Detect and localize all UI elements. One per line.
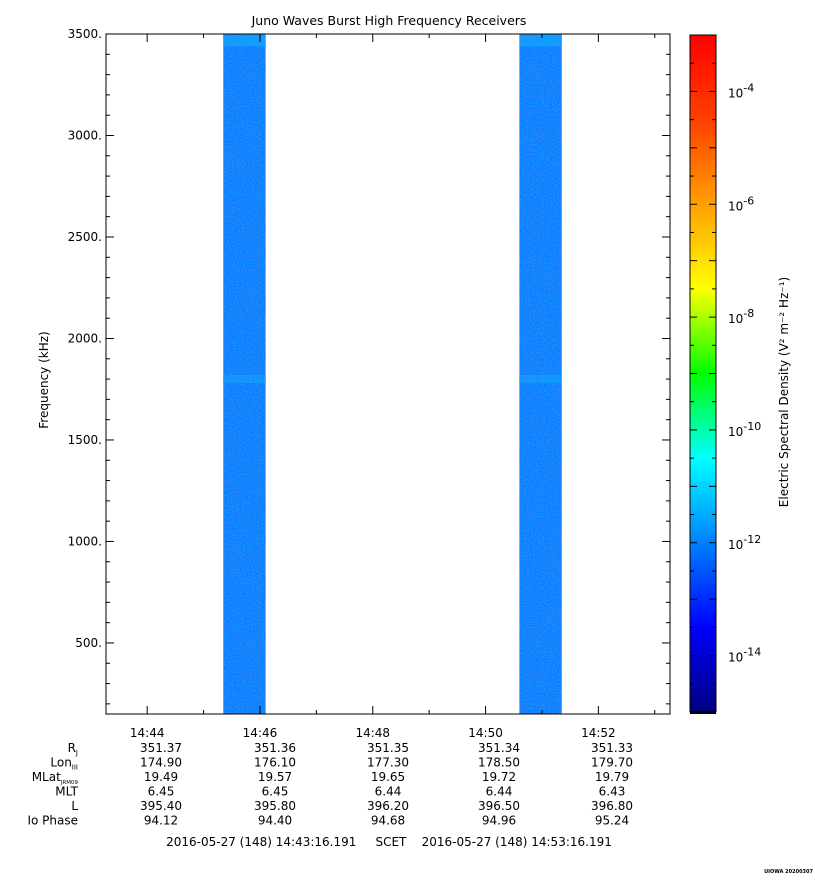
- colorbar-tick-label: 10-10: [728, 420, 761, 439]
- ephemeris-value: 19.79: [595, 770, 629, 784]
- ephemeris-value: 351.36: [254, 741, 296, 755]
- x-tick-label: 14:48: [355, 726, 390, 740]
- plot-area: [223, 34, 562, 714]
- ephemeris-value: 19.49: [144, 770, 178, 784]
- y-tick-label: 500.: [75, 636, 102, 650]
- ephemeris-value: 6.43: [599, 785, 626, 799]
- ephemeris-value: 94.40: [258, 814, 292, 828]
- burst-bright-band: [519, 34, 562, 47]
- ephemeris-value: 19.65: [371, 770, 405, 784]
- x-tick-label: 14:50: [468, 726, 503, 740]
- x-tick-label: 14:46: [243, 726, 278, 740]
- ephemeris-value: 178.50: [478, 756, 520, 770]
- x-tick-label: 14:44: [130, 726, 165, 740]
- ephemeris-value: 6.45: [148, 785, 175, 799]
- colorbar-label: Electric Spectral Density (V² m⁻² Hz⁻¹): [777, 277, 791, 507]
- time-range: 2016-05-27 (148) 14:43:16.191 SCET 2016-…: [166, 835, 612, 849]
- ephemeris-value: 19.72: [482, 770, 516, 784]
- y-tick-label: 2000.: [68, 331, 102, 345]
- ephemeris-row-label: L: [71, 799, 78, 813]
- ephemeris-value: 177.30: [367, 756, 409, 770]
- y-tick-label: 2500.: [68, 230, 102, 244]
- ephemeris-value: 94.68: [371, 814, 405, 828]
- ephemeris-row-label: Io Phase: [27, 814, 78, 828]
- ephemeris-value: 396.20: [367, 799, 409, 813]
- colorbar-tick-label: 10-8: [728, 307, 754, 326]
- ephemeris-value: 351.35: [367, 741, 409, 755]
- ephemeris-row-subscript: J: [75, 749, 78, 757]
- ephemeris-value: 19.57: [258, 770, 292, 784]
- ephemeris-value: 179.70: [591, 756, 633, 770]
- y-axis-label: Frequency (kHz): [37, 331, 51, 428]
- ephemeris-value: 396.80: [591, 799, 633, 813]
- colorbar-tick-exponent: -12: [743, 533, 761, 546]
- x-tick-label: 14:52: [581, 726, 616, 740]
- ephemeris-value: 95.24: [595, 814, 629, 828]
- y-tick-label: 1500.: [68, 433, 102, 447]
- colorbar-tick-exponent: -6: [743, 194, 754, 207]
- y-tick-label: 3000.: [68, 128, 102, 142]
- burst-band-1: [223, 34, 266, 714]
- ephemeris-value: 6.45: [262, 785, 289, 799]
- ephemeris-value: 6.44: [486, 785, 513, 799]
- colorbar-tick-label: 10-14: [728, 646, 761, 665]
- ephemeris-table: RJ 351.37 351.36 351.35 351.34 351.33 LonIII 17…: [27, 741, 633, 828]
- ephemeris-value: 176.10: [254, 756, 296, 770]
- ephemeris-value: 395.80: [254, 799, 296, 813]
- colorbar-tick-exponent: -14: [743, 646, 761, 659]
- ephemeris-value: 351.33: [591, 741, 633, 755]
- ephemeris-value: 396.50: [478, 799, 520, 813]
- ephemeris-value: 351.37: [140, 741, 182, 755]
- credit-text: UIOWA 20200307: [764, 869, 813, 875]
- ephemeris-value: 94.96: [482, 814, 516, 828]
- burst-band-2: [519, 34, 562, 714]
- y-tick-label: 3500.: [68, 27, 102, 41]
- burst-bright-band: [519, 375, 562, 384]
- colorbar-tick-exponent: -4: [743, 81, 754, 94]
- colorbar-tick-label: 10-6: [728, 194, 754, 213]
- colorbar-floor: [690, 711, 716, 714]
- y-tick-label: 1000.: [68, 534, 102, 548]
- ephemeris-value: 395.40: [140, 799, 182, 813]
- ephemeris-row-label: LonIII: [50, 756, 78, 772]
- ephemeris-value: 94.12: [144, 814, 178, 828]
- colorbar-tick-exponent: -8: [743, 307, 754, 320]
- plot-axes: 500. 1000. 1500. 2000. 2500. 3000. 3500. 14:44 1…: [68, 27, 671, 740]
- colorbar-tick-label: 10-4: [728, 81, 754, 100]
- ephemeris-row-subscript: III: [72, 764, 78, 772]
- ephemeris-value: 174.90: [140, 756, 182, 770]
- ephemeris-value: 6.44: [375, 785, 402, 799]
- ephemeris-row-label: RJ: [68, 741, 78, 757]
- ephemeris-row-label: MLT: [55, 785, 78, 799]
- chart-title: Juno Waves Burst High Frequency Receiver…: [251, 13, 527, 28]
- plot-frame: [105, 33, 671, 715]
- burst-fill: [519, 34, 562, 714]
- ephemeris-value: 351.34: [478, 741, 520, 755]
- burst-fill: [223, 34, 266, 714]
- burst-bright-band: [223, 34, 266, 47]
- colorbar-tick-label: 10-12: [728, 533, 761, 552]
- burst-bright-band: [223, 375, 266, 384]
- colorbar: 10-14 10-12 10-10 10-8 10-6 10-4: [689, 34, 761, 714]
- colorbar-tick-exponent: -10: [743, 420, 761, 433]
- ephemeris-row-subscript: JRM09: [60, 780, 79, 786]
